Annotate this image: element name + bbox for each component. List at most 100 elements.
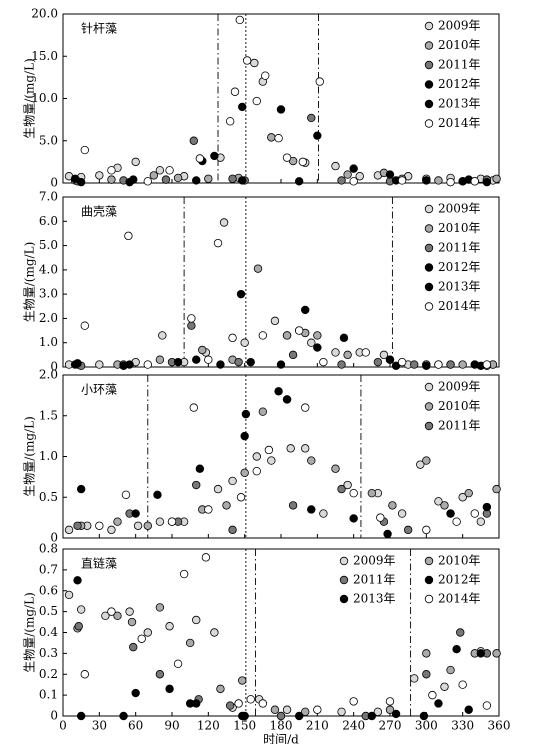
- y-tick-label: 0.3: [39, 646, 58, 660]
- y-tick-label: 3.0: [39, 287, 58, 301]
- data-point: [195, 464, 205, 473]
- y-tick-label: 0.6: [39, 583, 58, 597]
- data-point: [189, 136, 198, 145]
- data-point: [349, 177, 358, 186]
- data-point: [446, 360, 455, 369]
- data-point: [337, 484, 346, 494]
- data-point: [410, 360, 419, 369]
- data-point: [131, 688, 140, 698]
- legend-label: 2013年: [353, 592, 396, 606]
- data-point: [315, 77, 324, 86]
- data-point: [258, 331, 268, 340]
- data-point: [337, 360, 346, 369]
- data-point: [240, 468, 249, 477]
- data-point: [73, 576, 82, 585]
- x-tick-label: 360: [488, 719, 511, 733]
- data-point: [192, 176, 201, 185]
- data-point: [238, 676, 247, 685]
- data-point: [238, 711, 247, 721]
- data-point: [339, 333, 349, 343]
- y-tick-label: 6.0: [39, 214, 58, 228]
- data-point: [301, 403, 310, 412]
- y-tick-label: 0: [50, 709, 58, 723]
- data-point: [167, 517, 177, 526]
- data-point: [286, 444, 295, 453]
- data-point: [422, 361, 431, 370]
- legend-marker: [424, 263, 434, 272]
- data-point: [113, 611, 122, 620]
- data-point: [379, 350, 389, 360]
- data-point: [383, 529, 392, 539]
- data-point: [95, 360, 104, 369]
- data-point: [230, 87, 240, 96]
- data-point: [267, 456, 276, 465]
- data-point: [458, 493, 467, 502]
- data-point: [349, 164, 358, 173]
- legend-marker: [424, 119, 434, 128]
- legend-label: 2009年: [438, 380, 481, 394]
- data-point: [228, 525, 237, 535]
- data-point: [192, 480, 201, 490]
- data-point: [198, 345, 207, 355]
- data-point: [313, 343, 322, 352]
- data-point: [440, 682, 449, 691]
- data-point: [464, 705, 473, 714]
- data-point: [276, 105, 286, 114]
- plot-frame: [62, 196, 500, 368]
- y-tick-label: 1.0: [39, 335, 58, 349]
- y-tick-label: 0: [50, 176, 58, 190]
- data-point: [64, 590, 74, 600]
- data-point: [270, 316, 280, 326]
- data-point: [95, 521, 104, 530]
- data-point: [294, 326, 304, 335]
- data-point: [307, 505, 316, 514]
- data-point: [127, 617, 137, 627]
- data-point: [241, 409, 251, 419]
- data-point: [492, 484, 501, 494]
- data-point: [80, 145, 89, 155]
- data-point: [76, 605, 86, 614]
- data-point: [434, 176, 443, 185]
- data-point: [428, 690, 437, 700]
- data-point: [416, 460, 425, 469]
- legend-label: 2012年: [438, 77, 481, 91]
- data-point: [201, 553, 211, 562]
- data-point: [76, 711, 86, 721]
- data-point: [385, 355, 395, 364]
- data-point: [137, 634, 146, 643]
- y-tick-label: 15.0: [31, 49, 58, 63]
- data-point: [482, 502, 492, 512]
- legend-marker: [339, 556, 349, 566]
- data-point: [282, 153, 292, 162]
- data-point: [192, 699, 201, 708]
- data-point: [155, 603, 165, 612]
- data-point: [173, 357, 183, 367]
- data-point: [252, 466, 261, 476]
- data-point: [476, 649, 486, 658]
- legend-label: 2010年: [438, 554, 481, 568]
- data-point: [234, 699, 243, 708]
- data-point: [397, 509, 407, 518]
- data-point: [282, 331, 292, 340]
- data-point: [76, 484, 86, 494]
- data-point: [235, 15, 245, 25]
- data-point: [155, 166, 165, 175]
- data-point: [64, 525, 74, 535]
- data-point: [397, 357, 407, 367]
- panel-title: 直链藻: [81, 556, 117, 571]
- legend-marker: [424, 21, 434, 31]
- legend-label: 2011年: [438, 241, 481, 255]
- data-point: [246, 357, 255, 367]
- data-point: [222, 501, 231, 510]
- data-point: [373, 357, 383, 367]
- legend-label: 2013年: [438, 280, 481, 294]
- data-point: [482, 360, 492, 369]
- data-point: [80, 670, 89, 679]
- data-point: [107, 607, 116, 616]
- data-point: [307, 113, 316, 123]
- data-point: [391, 709, 401, 719]
- data-point: [422, 525, 431, 535]
- data-point: [282, 705, 292, 714]
- data-point: [228, 174, 237, 183]
- data-point: [73, 521, 82, 530]
